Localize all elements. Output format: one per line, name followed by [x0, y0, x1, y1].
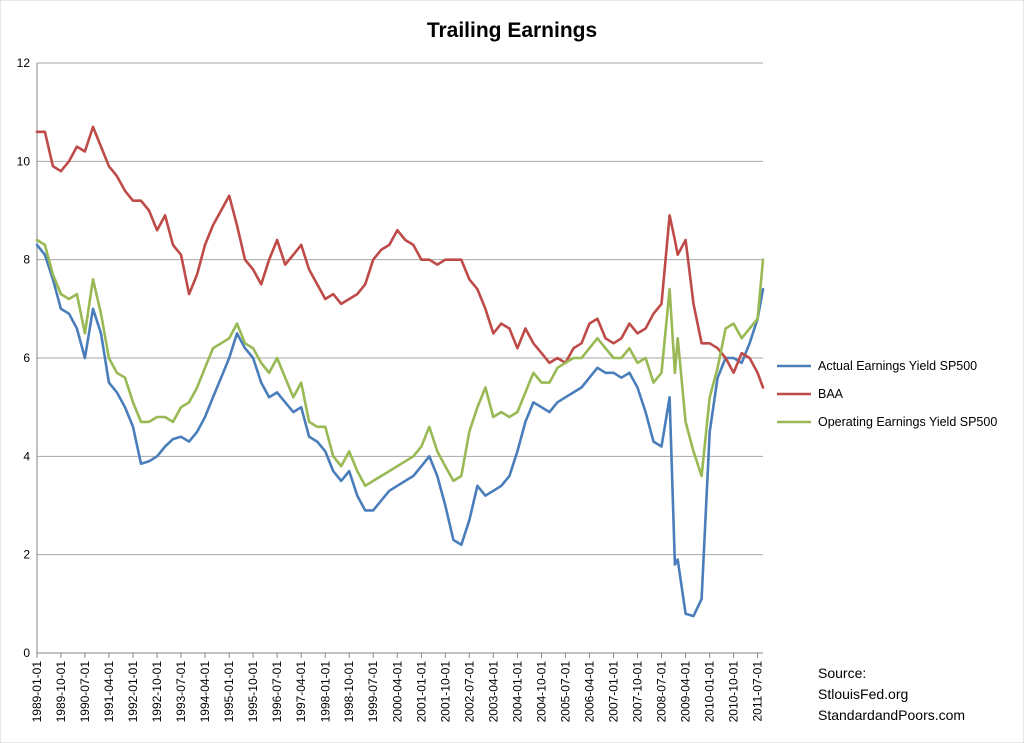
- legend-label-0: Actual Earnings Yield SP500: [818, 359, 977, 373]
- x-tick-label-4: 1992-01-01: [126, 661, 140, 723]
- x-tick-label-8: 1995-01-01: [222, 661, 236, 723]
- x-tick-label-29: 2010-10-01: [727, 661, 741, 723]
- source-note: Source: StlouisFed.org StandardandPoors.…: [818, 665, 965, 723]
- x-tick-label-24: 2007-01-01: [607, 661, 621, 723]
- x-tick-label-25: 2007-10-01: [630, 661, 644, 723]
- x-tick-label-3: 1991-04-01: [102, 661, 116, 723]
- y-tick-label-12: 12: [17, 56, 31, 70]
- series-lines: [35, 125, 765, 618]
- x-tick-label-0: 1989-01-01: [30, 661, 44, 723]
- series-line-1: [35, 125, 765, 389]
- legend-label-2: Operating Earnings Yield SP500: [818, 415, 997, 429]
- x-tick-label-6: 1993-07-01: [174, 661, 188, 723]
- source-line-stlouisfed: StlouisFed.org: [818, 686, 908, 702]
- x-tick-label-20: 2004-01-01: [510, 661, 524, 723]
- y-tick-label-2: 2: [23, 548, 30, 562]
- source-label: Source:: [818, 665, 866, 681]
- x-tick-label-23: 2006-04-01: [582, 661, 596, 723]
- x-tick-label-16: 2001-01-01: [414, 661, 428, 723]
- series-line-2: [35, 238, 765, 488]
- x-tick-label-18: 2002-07-01: [462, 661, 476, 723]
- x-tick-label-12: 1998-01-01: [318, 661, 332, 723]
- x-tick-label-19: 2003-04-01: [486, 661, 500, 723]
- x-tick-label-28: 2010-01-01: [703, 661, 717, 723]
- x-tick-label-30: 2011-07-01: [751, 661, 765, 722]
- legend-label-1: BAA: [818, 387, 844, 401]
- x-tick-label-15: 2000-04-01: [390, 661, 404, 723]
- y-tick-label-10: 10: [17, 154, 31, 168]
- x-tick-label-10: 1996-07-01: [270, 661, 284, 723]
- x-tick-label-11: 1997-04-01: [294, 661, 308, 723]
- x-tick-label-5: 1992-10-01: [150, 661, 164, 723]
- x-tick-label-27: 2009-04-01: [679, 661, 693, 723]
- x-tick-label-7: 1994-04-01: [198, 661, 212, 723]
- x-tick-label-13: 1998-10-01: [342, 661, 356, 723]
- y-tick-label-8: 8: [23, 253, 30, 267]
- axes: 0 2 4 6 8 10 12 1989-01-01 1989-10-01 1990-07-01 1…: [17, 56, 765, 722]
- series-line-0: [35, 243, 765, 618]
- chart-title: Trailing Earnings: [427, 19, 597, 42]
- x-tick-label-17: 2001-10-01: [438, 661, 452, 723]
- x-tick-label-2: 1990-07-01: [78, 661, 92, 723]
- x-tick-label-21: 2004-10-01: [534, 661, 548, 723]
- source-line-standardandpoors: StandardandPoors.com: [818, 707, 965, 723]
- x-tick-label-26: 2008-07-01: [655, 661, 669, 723]
- x-tick-label-14: 1999-07-01: [366, 661, 380, 723]
- x-tick-label-9: 1995-10-01: [246, 661, 260, 723]
- y-tick-label-0: 0: [23, 646, 30, 660]
- legend: Actual Earnings Yield SP500 BAA Operating …: [777, 359, 997, 429]
- y-tick-label-6: 6: [23, 351, 30, 365]
- x-tick-label-22: 2005-07-01: [558, 661, 572, 723]
- y-tick-label-4: 4: [23, 449, 30, 463]
- x-tick-label-1: 1989-10-01: [54, 661, 68, 723]
